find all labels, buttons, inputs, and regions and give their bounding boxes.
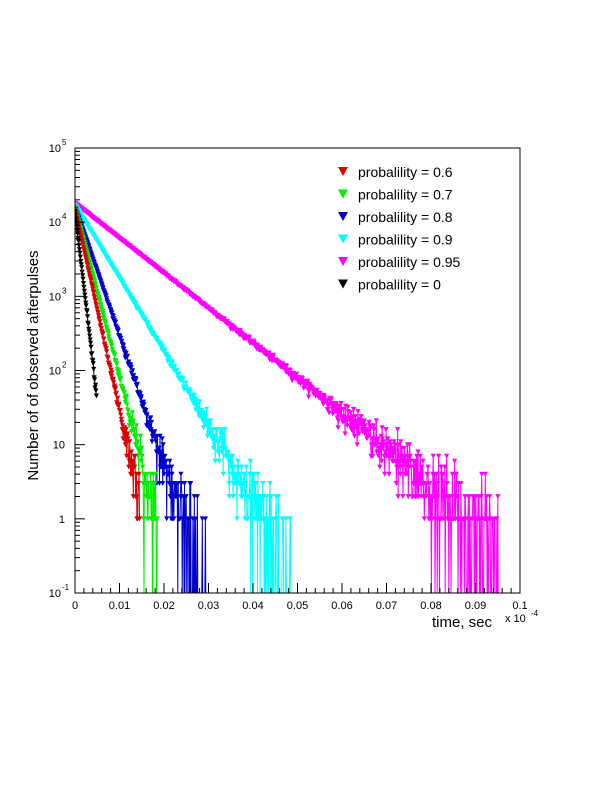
- x-tick-label: 0.08: [420, 600, 441, 612]
- x-tick-label: 0.06: [331, 600, 352, 612]
- y-tick-label: 10: [49, 588, 61, 600]
- x-tick-label: 0.03: [198, 600, 219, 612]
- legend-item: probalility = 0.7: [338, 187, 453, 203]
- plot-area: [75, 200, 501, 593]
- series-probalility-0-8: [75, 204, 209, 593]
- legend-item: probalility = 0.6: [338, 164, 453, 180]
- x-axis-title: time, sec: [432, 614, 493, 631]
- legend-item: probalility = 0.9: [338, 232, 453, 248]
- legend-marker-icon: [338, 167, 348, 176]
- x-axis-multiplier-exponent: -4: [531, 609, 539, 618]
- legend-label: probalility = 0.95: [358, 254, 461, 270]
- y-tick-label: 10: [49, 291, 61, 303]
- legend-marker-icon: [338, 279, 348, 289]
- y-tick-label: 10: [53, 440, 65, 452]
- legend-item: probalility = 0: [338, 277, 441, 293]
- axes: 0 0.01 0.02 0.03 0.04 0.05 0.06 0.07 0.08 0.09 0.1…: [49, 138, 528, 612]
- x-tick-label: 0.05: [287, 600, 308, 612]
- legend-label: probalility = 0.7: [358, 187, 453, 203]
- y-tick-label: 10: [49, 143, 61, 155]
- x-axis-multiplier: x 10: [505, 613, 526, 625]
- legend-marker-icon: [338, 189, 348, 199]
- series-probalility-0-95: [75, 200, 501, 593]
- legend-item: probalility = 0.8: [338, 209, 453, 225]
- series-markers: [75, 200, 501, 522]
- legend: probalility = 0.6 probalility = 0.7 probal…: [338, 164, 461, 293]
- y-tick-label: 10: [49, 217, 61, 229]
- series-probalility-0-6: [75, 206, 143, 522]
- x-tick-label: 0.01: [109, 600, 130, 612]
- y-tick-exponent: 5: [62, 138, 67, 147]
- y-tick-label: 1: [59, 514, 65, 526]
- x-tick-label: 0.04: [242, 600, 263, 612]
- series-markers: [75, 209, 99, 399]
- x-tick-label: 0.07: [376, 600, 397, 612]
- y-tick-exponent: 2: [62, 361, 67, 370]
- series-markers: [75, 204, 160, 522]
- series-markers: [75, 206, 143, 522]
- y-tick-exponent: 4: [62, 212, 67, 221]
- legend-marker-icon: [338, 212, 348, 221]
- legend-label: probalility = 0.8: [358, 209, 453, 225]
- legend-label: probalility = 0.6: [358, 164, 453, 180]
- x-tick-label: 0.1: [512, 600, 527, 612]
- series-probalility-0: [75, 209, 99, 399]
- legend-marker-icon: [338, 257, 348, 266]
- x-tick-label: 0: [72, 600, 78, 612]
- x-tick-label: 0.09: [465, 600, 486, 612]
- series-probalility-0-9: [75, 202, 293, 593]
- legend-label: probalility = 0: [358, 277, 441, 293]
- legend-marker-icon: [338, 234, 348, 244]
- y-tick-exponent: 3: [62, 286, 67, 295]
- y-tick-label: 10: [49, 366, 61, 378]
- y-axis-title: Number of of observed afterpulses: [25, 250, 42, 480]
- y-tick-exponent: -1: [62, 583, 70, 592]
- legend-item: probalility = 0.95: [338, 254, 461, 270]
- legend-label: probalility = 0.9: [358, 232, 453, 248]
- x-tick-label: 0.02: [153, 600, 174, 612]
